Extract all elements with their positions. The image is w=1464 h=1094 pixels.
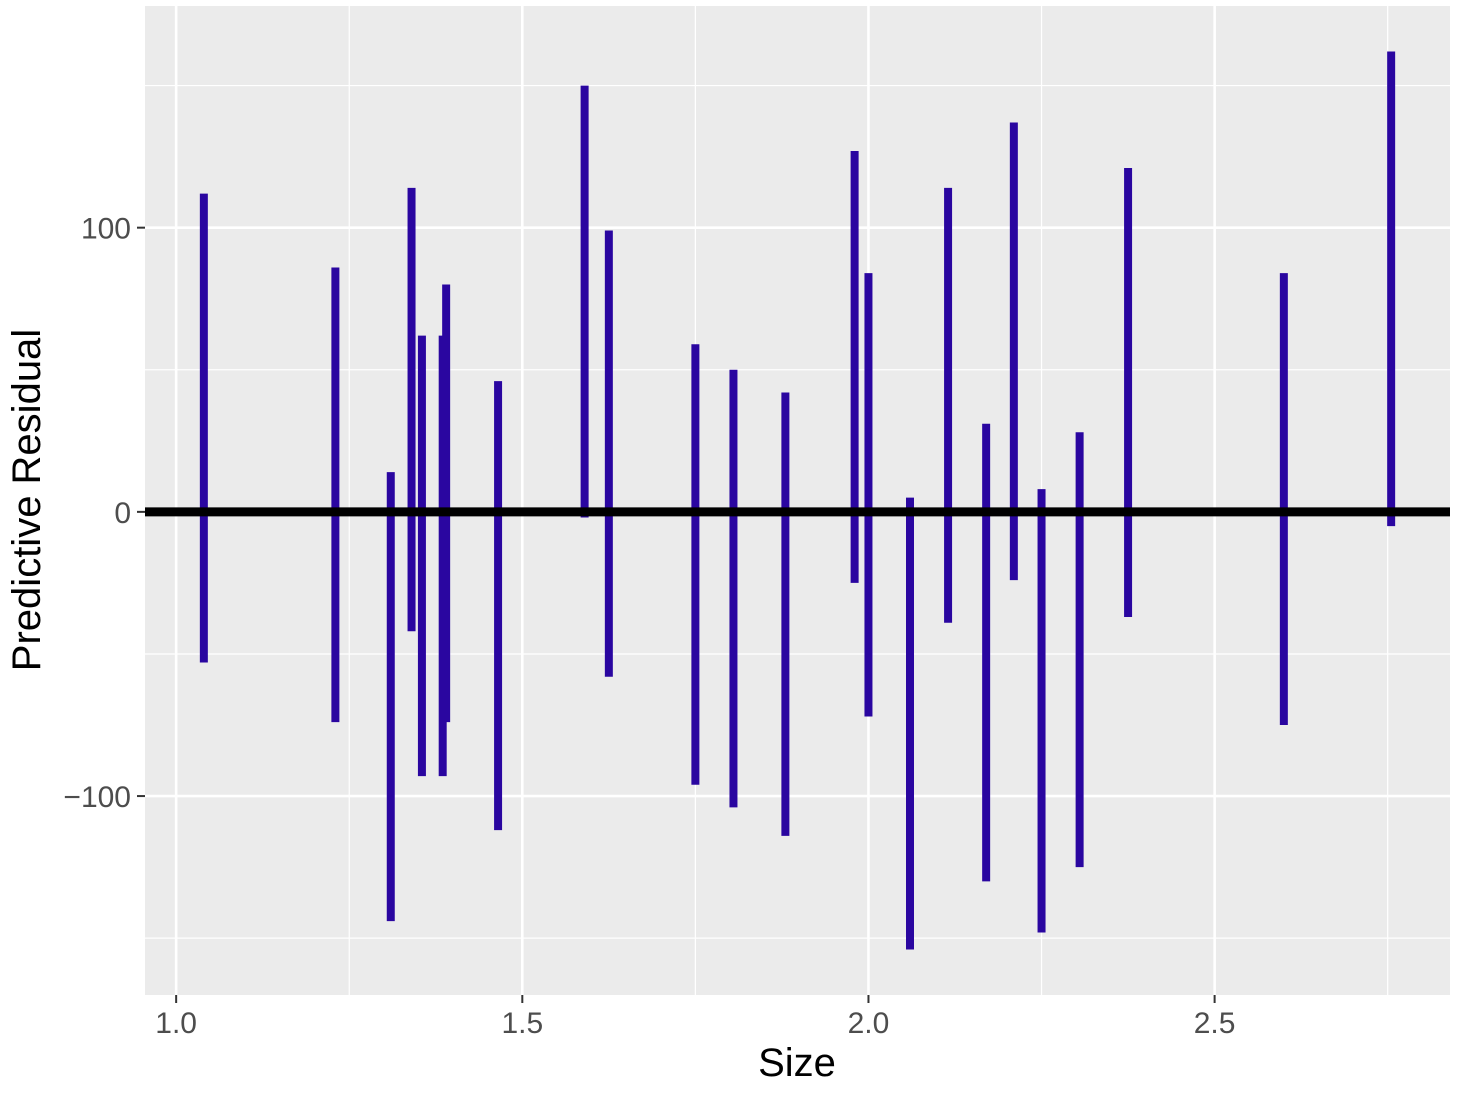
y-tick-label: 100 [81,213,131,246]
x-tick-label: 2.0 [848,1007,890,1040]
x-axis-ticks: 1.0 1.5 2.0 2.5 [155,995,1235,1040]
x-tick-label: 1.5 [501,1007,543,1040]
plot-panel [145,6,1450,995]
x-axis-title: Size [758,1041,836,1085]
y-tick-label: −100 [63,781,131,814]
x-tick-label: 2.5 [1194,1007,1236,1040]
y-axis-ticks: −100 0 100 [63,213,145,814]
x-tick-label: 1.0 [155,1007,197,1040]
y-tick-label: 0 [114,497,131,530]
y-axis-title: Predictive Residual [5,329,49,671]
